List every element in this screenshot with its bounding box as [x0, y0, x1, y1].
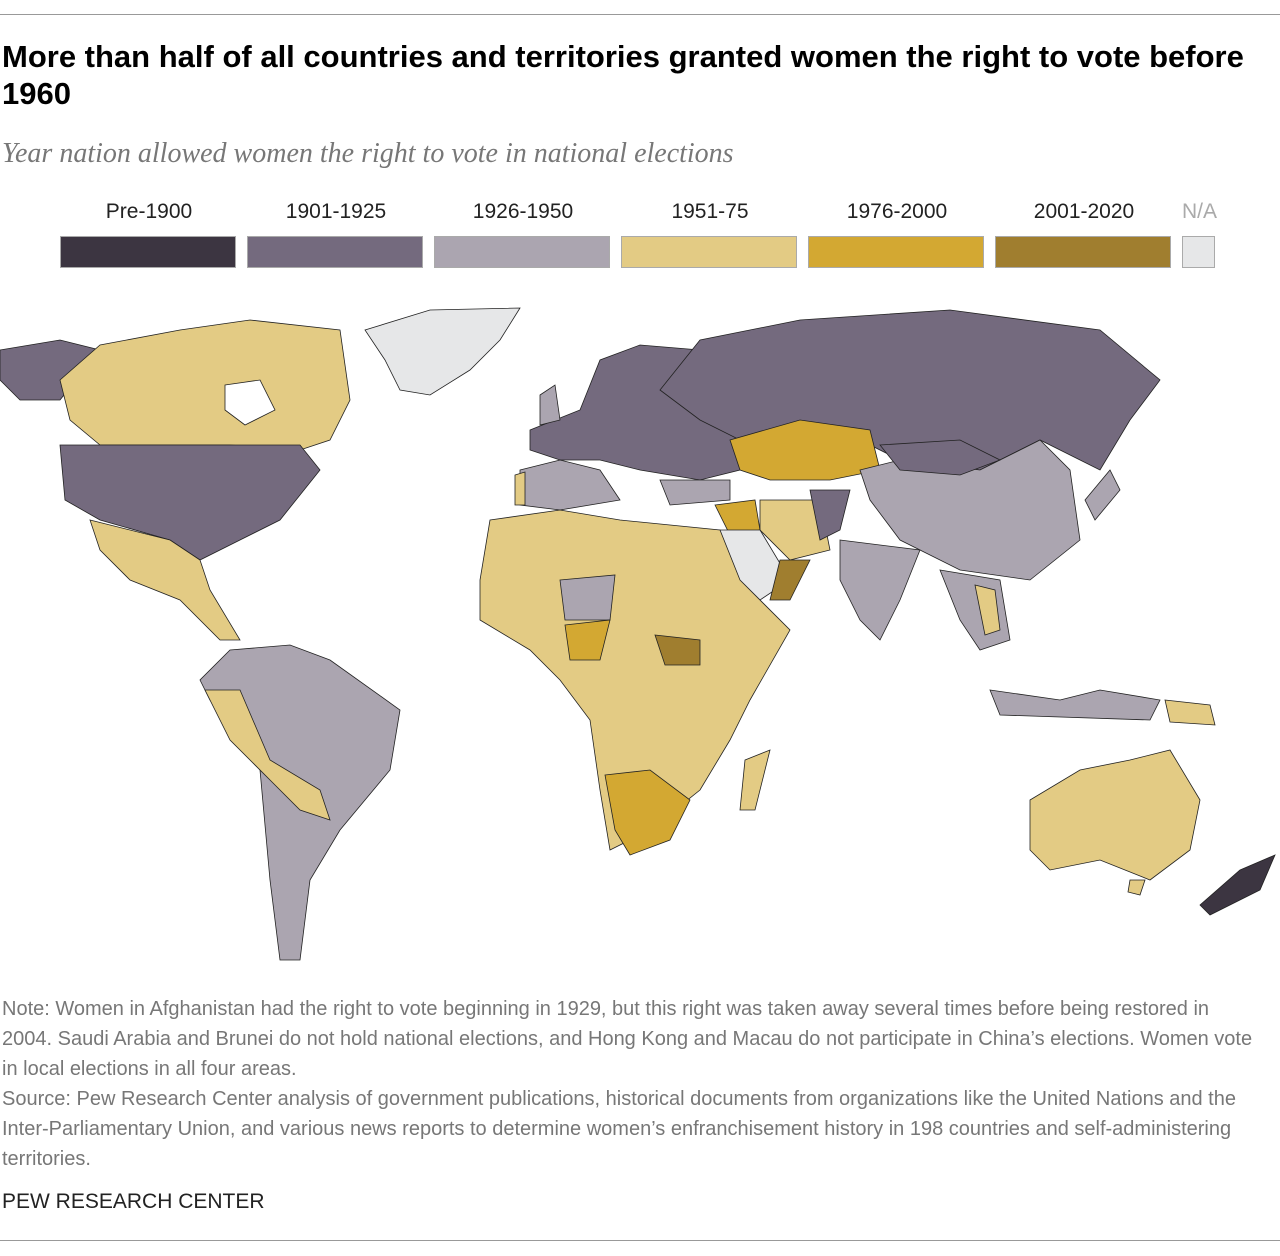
brand-logo: PEW RESEARCH CENTER — [2, 1190, 265, 1213]
legend-swatch — [434, 236, 610, 268]
region-mali-niger — [559, 574, 616, 621]
region-southern-africa — [604, 769, 691, 856]
legend-label: 1901-1925 — [285, 200, 387, 223]
region-hudson-bay — [224, 379, 276, 426]
region-southeast-asia — [939, 569, 1011, 651]
region-south-sudan — [654, 634, 701, 666]
top-rule — [0, 14, 1280, 15]
legend-label: Pre-1900 — [105, 200, 193, 223]
legend-swatch — [621, 236, 797, 268]
legend-swatch — [1182, 236, 1215, 268]
region-usa — [59, 444, 321, 561]
region-uk — [539, 384, 561, 426]
legend-swatch — [808, 236, 984, 268]
region-papua — [1164, 699, 1216, 726]
region-canada — [59, 319, 351, 451]
legend-label: 1926-1950 — [472, 200, 574, 223]
chart-title: More than half of all countries and terr… — [2, 39, 1244, 111]
region-portugal — [514, 471, 526, 506]
region-tasmania — [1127, 879, 1146, 896]
region-afghanistan — [809, 489, 851, 541]
region-new-zealand — [1199, 854, 1276, 916]
legend-swatch — [247, 236, 423, 268]
region-india — [839, 539, 921, 641]
region-nigeria — [564, 619, 611, 661]
legend-label: 1951-75 — [671, 200, 749, 223]
legend-label: N/A — [1182, 200, 1218, 223]
region-mongolia — [879, 439, 1001, 476]
region-southern-europe — [519, 459, 621, 511]
legend-swatch — [60, 236, 236, 268]
region-iran — [759, 499, 831, 561]
region-japan — [1084, 469, 1121, 521]
region-indonesia — [989, 689, 1161, 721]
bottom-rule — [0, 1240, 1280, 1241]
region-kazakhstan — [729, 419, 881, 481]
legend-label: 1976-2000 — [846, 200, 948, 223]
region-alaska — [0, 339, 101, 401]
region-andes — [204, 689, 331, 821]
region-oman — [769, 559, 811, 601]
world-map — [0, 307, 1276, 961]
chart-source: Source: Pew Research Center analysis of … — [2, 1088, 1236, 1170]
region-madagascar — [739, 749, 771, 811]
region-turkey — [659, 479, 731, 506]
region-mexico-central-america — [89, 519, 241, 641]
legend-label: 2001-2020 — [1033, 200, 1135, 223]
region-australia — [1029, 749, 1201, 881]
region-indochina — [974, 584, 1001, 636]
chart-subtitle: Year nation allowed women the right to v… — [2, 138, 734, 169]
chart-note: Note: Women in Afghanistan had the right… — [2, 998, 1253, 1080]
legend-swatch — [995, 236, 1171, 268]
region-greenland — [364, 307, 521, 396]
